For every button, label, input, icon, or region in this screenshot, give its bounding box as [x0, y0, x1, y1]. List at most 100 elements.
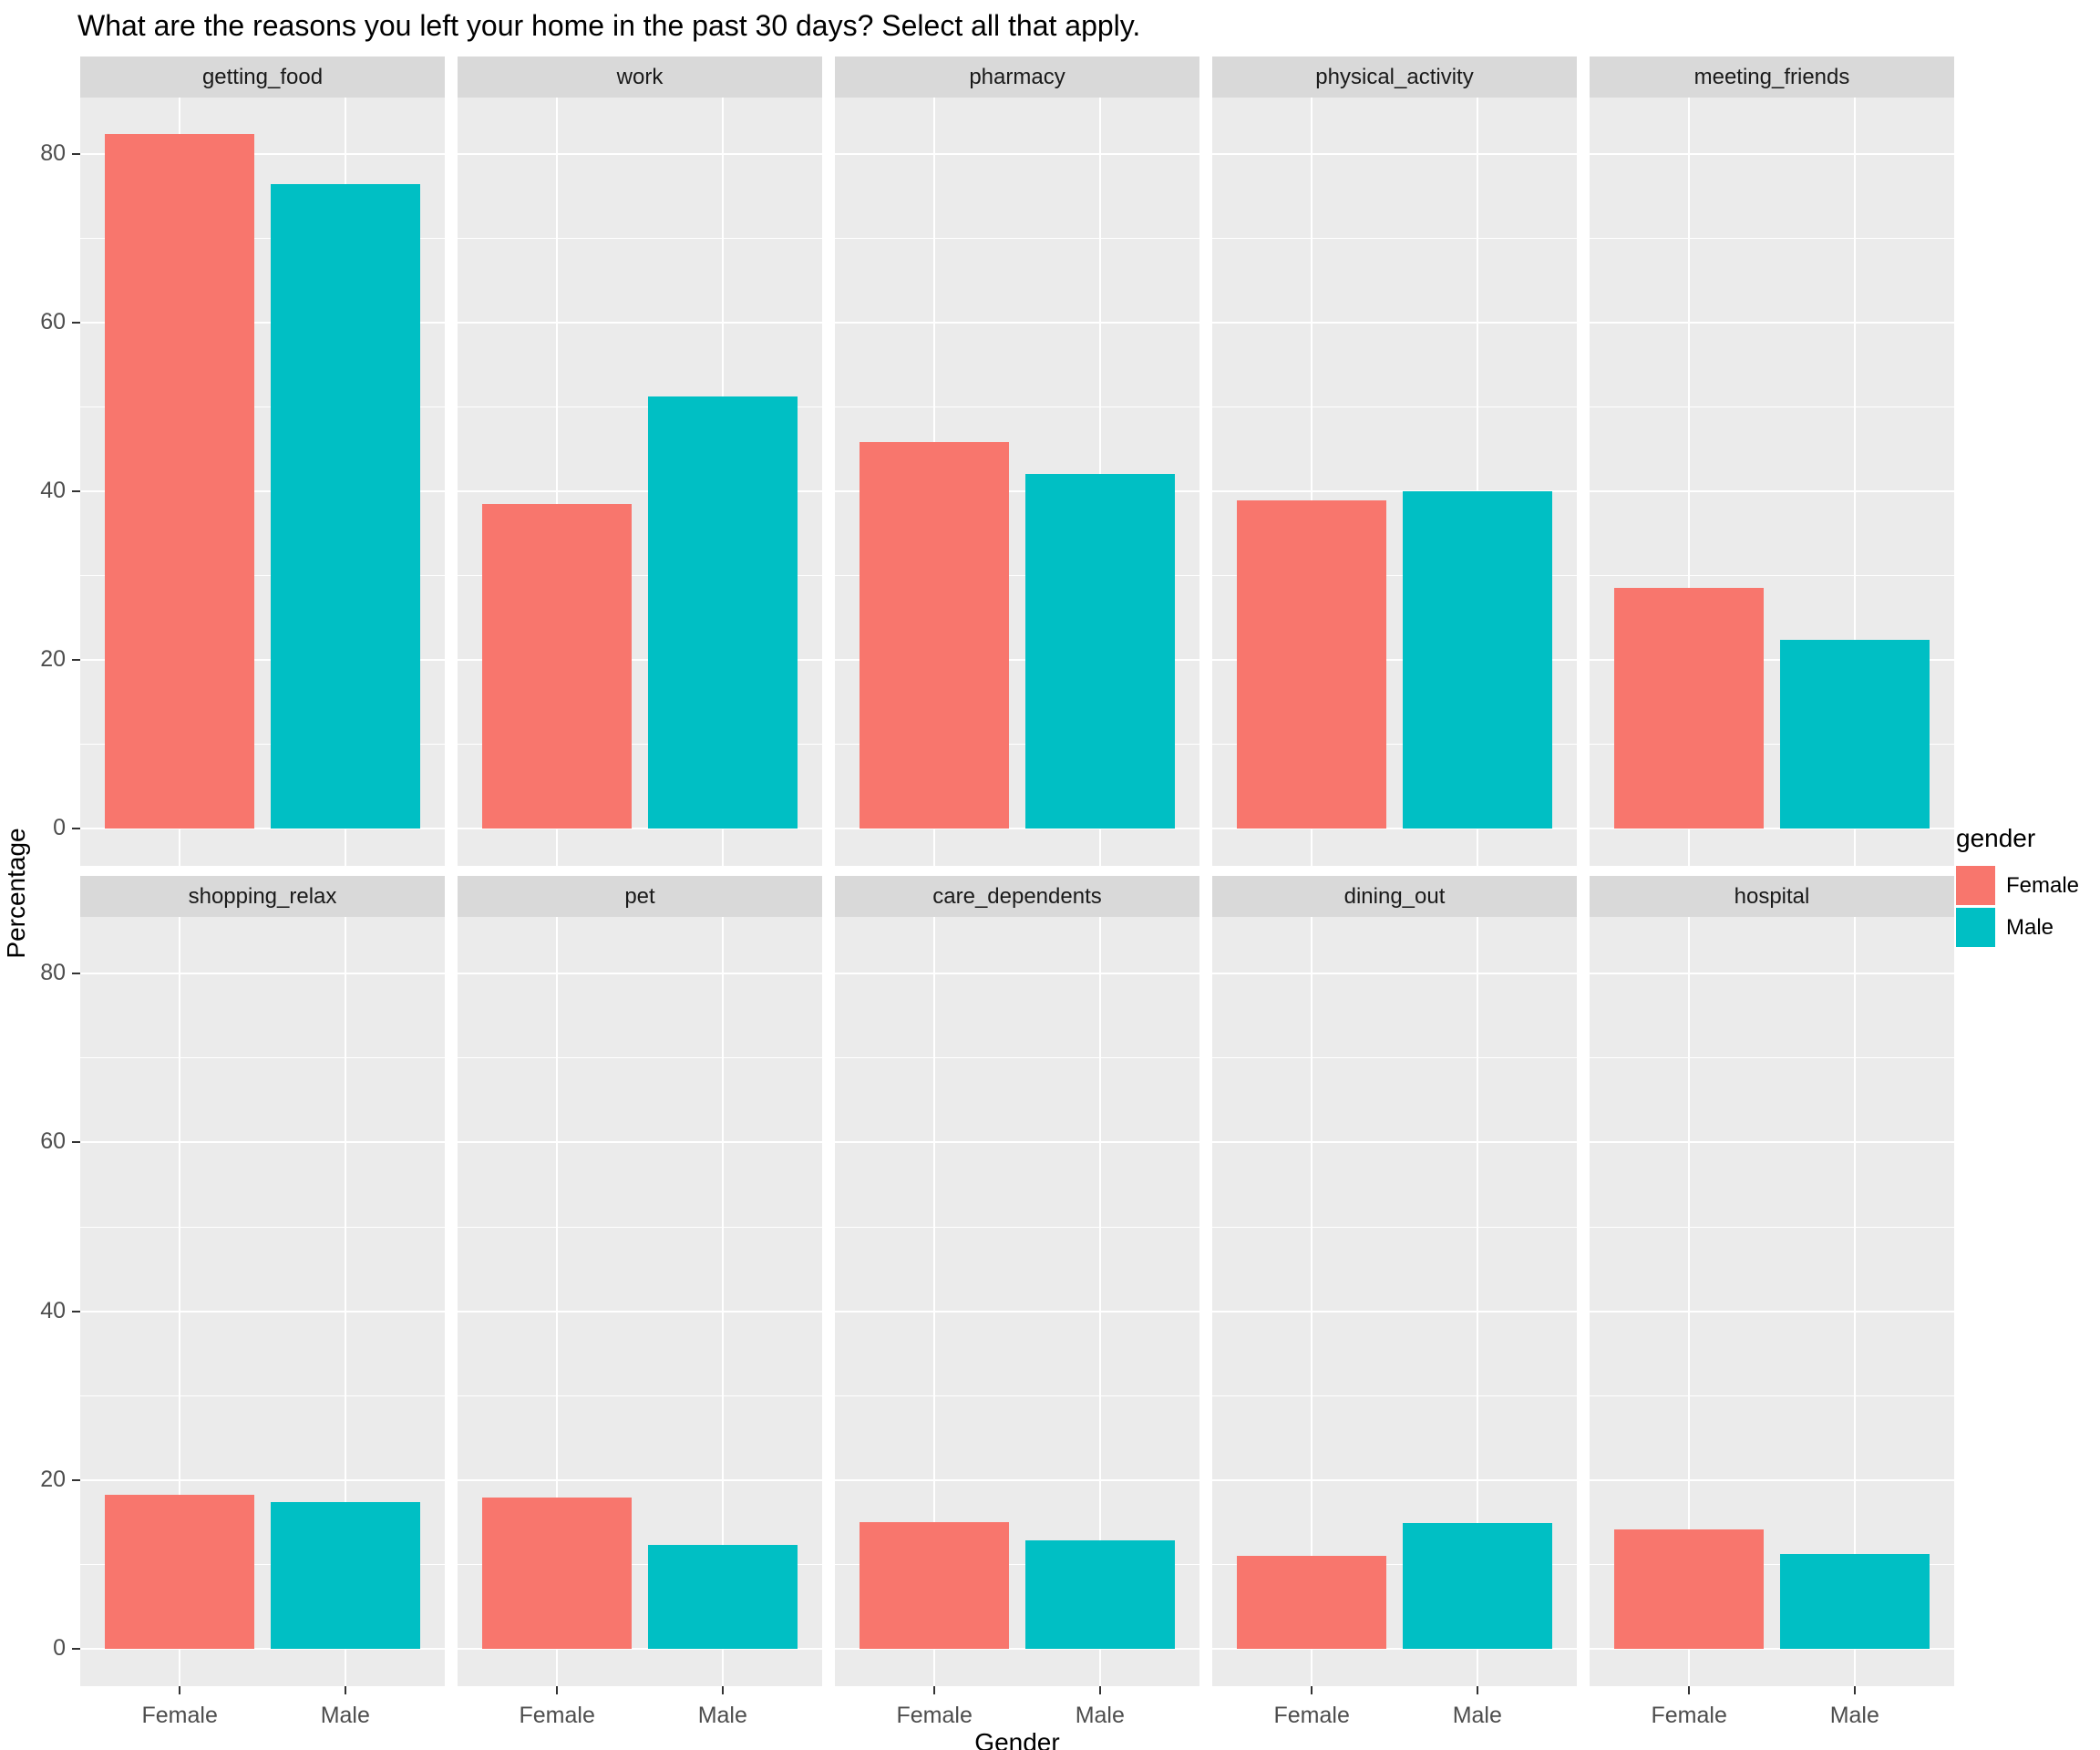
y-tick-label-row2-20: 20	[40, 1466, 66, 1492]
bar-female-dining_out	[1237, 1556, 1386, 1650]
bar-male-pharmacy	[1025, 473, 1175, 829]
bar-female-pet	[482, 1498, 632, 1650]
bar-male-dining_out	[1403, 1523, 1552, 1650]
facet-strip-label: shopping_relax	[188, 883, 337, 909]
facet-panel-care_dependents	[835, 917, 1199, 1686]
gridline-major-y0	[80, 1648, 445, 1651]
bar-female-pharmacy	[860, 441, 1009, 829]
gridline-major-x-Male	[721, 917, 724, 1686]
gridline-minor-y30	[1590, 575, 1954, 577]
facet-strip-label: pharmacy	[969, 64, 1065, 89]
gridline-major-y60	[835, 322, 1199, 324]
gridline-major-y0	[1212, 1648, 1577, 1651]
gridline-minor-y10	[835, 1564, 1199, 1566]
x-tick-mark	[1688, 1686, 1691, 1694]
gridline-major-x-Female	[1311, 917, 1313, 1686]
gridline-major-y80	[1590, 152, 1954, 155]
gridline-minor-y50	[80, 1226, 445, 1228]
y-tick-label-row1-0: 0	[53, 815, 66, 841]
gridline-major-y80	[1590, 973, 1954, 975]
x-tick-label-male: Male	[1452, 1703, 1502, 1728]
x-tick-mark	[1098, 1686, 1101, 1694]
legend: gender Female Male	[1956, 824, 2079, 950]
x-tick-label-male: Male	[1075, 1703, 1125, 1728]
gridline-major-y60	[835, 1141, 1199, 1144]
y-tick-mark	[72, 973, 80, 975]
x-tick-label-male: Male	[697, 1703, 747, 1728]
gridline-major-y80	[80, 973, 445, 975]
x-tick-mark	[721, 1686, 724, 1694]
gridline-major-y40	[1590, 490, 1954, 493]
bar-male-hospital	[1780, 1553, 1930, 1650]
gridline-major-y20	[1212, 1478, 1577, 1481]
gridline-major-y0	[835, 828, 1199, 830]
y-tick-label-row2-40: 40	[40, 1297, 66, 1323]
gridline-major-y60	[1212, 1141, 1577, 1144]
gridline-major-y80	[80, 152, 445, 155]
facet-panel-physical_activity	[1212, 98, 1577, 866]
legend-entries: Female Male	[1956, 866, 2079, 947]
legend-entry-female: Female	[1956, 866, 2079, 905]
gridline-major-y80	[835, 152, 1199, 155]
gridline-major-x-Male	[1853, 917, 1856, 1686]
gridline-major-x-Female	[1688, 917, 1691, 1686]
facet-strip-care_dependents: care_dependents	[835, 876, 1199, 917]
gridline-major-y40	[1212, 490, 1577, 493]
gridline-minor-y30	[835, 575, 1199, 577]
gridline-major-y60	[458, 322, 822, 324]
gridline-major-y0	[458, 828, 822, 830]
y-tick-label-row1-40: 40	[40, 478, 66, 504]
x-tick-label-male: Male	[1829, 1703, 1879, 1728]
x-tick-mark	[1853, 1686, 1856, 1694]
gridline-minor-y70	[458, 238, 822, 240]
bar-male-getting_food	[271, 184, 420, 829]
bar-male-pet	[648, 1545, 798, 1650]
facet-panel-dining_out	[1212, 917, 1577, 1686]
gridline-major-y40	[835, 490, 1199, 493]
gridline-major-x-Female	[556, 98, 559, 866]
gridline-minor-y70	[80, 238, 445, 240]
gridline-major-y20	[1212, 659, 1577, 662]
gridline-major-y40	[80, 490, 445, 493]
gridline-major-x-Female	[1688, 98, 1691, 866]
gridline-minor-y70	[80, 1057, 445, 1059]
facet-strip-dining_out: dining_out	[1212, 876, 1577, 917]
gridline-major-y60	[80, 322, 445, 324]
facet-strip-shopping_relax: shopping_relax	[80, 876, 445, 917]
gridline-major-y60	[1590, 1141, 1954, 1144]
x-tick-mark	[1311, 1686, 1313, 1694]
legend-title: gender	[1956, 824, 2036, 852]
gridline-major-y20	[458, 1478, 822, 1481]
y-tick-label-row1-60: 60	[40, 309, 66, 335]
facet-strip-pharmacy: pharmacy	[835, 57, 1199, 98]
gridline-minor-y70	[1590, 1057, 1954, 1059]
bar-female-getting_food	[105, 133, 254, 829]
gridline-major-y80	[1212, 973, 1577, 975]
y-tick-mark	[72, 1310, 80, 1312]
facet-strip-pet: pet	[458, 876, 822, 917]
bar-female-physical_activity	[1237, 500, 1386, 829]
facet-panel-work	[458, 98, 822, 866]
gridline-major-y20	[80, 659, 445, 662]
gridline-major-x-Male	[1476, 98, 1478, 866]
gridline-major-y20	[1590, 1478, 1954, 1481]
facet-panel-getting_food	[80, 98, 445, 866]
bar-female-shopping_relax	[105, 1494, 254, 1650]
gridline-major-x-Female	[179, 917, 181, 1686]
y-tick-label-row1-20: 20	[40, 646, 66, 673]
gridline-minor-y50	[835, 1226, 1199, 1228]
gridline-minor-y30	[1212, 575, 1577, 577]
gridline-major-x-Male	[1476, 917, 1478, 1686]
bar-male-physical_activity	[1403, 491, 1552, 829]
facet-panel-pharmacy	[835, 98, 1199, 866]
gridline-major-y80	[458, 973, 822, 975]
gridline-major-y80	[1212, 152, 1577, 155]
gridline-minor-y10	[80, 1564, 445, 1566]
y-tick-label-row2-60: 60	[40, 1128, 66, 1155]
y-tick-mark	[72, 828, 80, 830]
bar-male-meeting_friends	[1780, 640, 1930, 829]
x-tick-label-female: Female	[1651, 1703, 1727, 1728]
facet-strip-work: work	[458, 57, 822, 98]
gridline-minor-y30	[80, 575, 445, 577]
